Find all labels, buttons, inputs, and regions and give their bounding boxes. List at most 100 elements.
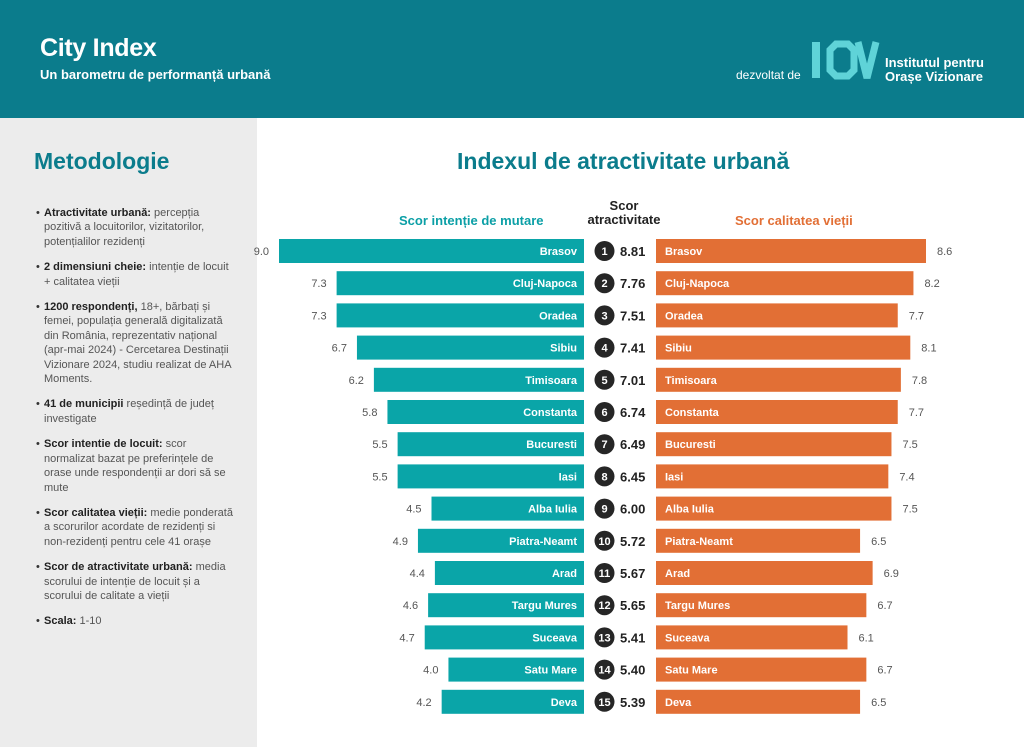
developed-by-label: dezvoltat de	[736, 68, 801, 82]
methodology-item-term: 2 dimensiuni cheie:	[44, 261, 147, 274]
rank-number: 3	[601, 310, 607, 322]
quality-bar	[656, 561, 873, 585]
quality-value-label: 6.5	[871, 697, 886, 709]
quality-value-label: 8.1	[921, 343, 936, 355]
intent-bar-city-label: Constanta	[523, 407, 578, 419]
methodology-item-term: Scor calitatea vieții:	[44, 506, 148, 519]
intent-bar	[434, 561, 584, 585]
intent-bar	[441, 689, 584, 714]
rank-badge	[594, 563, 615, 583]
methodology-item-text: 1-10	[76, 615, 102, 628]
intent-bar	[336, 271, 584, 296]
methodology-item-text: percepția pozitivă a locuitorilor, vizit…	[44, 207, 205, 248]
quality-value-label: 7.4	[899, 471, 914, 483]
intent-bar-city-label: Oradea	[539, 310, 578, 322]
quality-bar	[656, 271, 914, 296]
methodology-item-term: Scor intentie de locuit:	[44, 438, 163, 451]
quality-value-label: 6.1	[859, 632, 874, 644]
rank-badge	[594, 659, 615, 680]
intent-bar-city-label: Piatra-Neamt	[509, 536, 577, 548]
attractiveness-score: 6.49	[620, 437, 645, 452]
quality-value-label: 7.5	[902, 439, 917, 451]
methodology-item: 1200 respondenți, 18+, bărbați și femei,…	[36, 300, 236, 386]
intent-value-label: 6.2	[349, 375, 364, 387]
app-subtitle: Un barometru de performanță urbană	[40, 67, 271, 82]
rank-number: 9	[601, 504, 607, 516]
rank-badge	[594, 273, 615, 294]
rank-number: 11	[599, 568, 611, 580]
intent-value-label: 7.3	[311, 278, 326, 290]
intent-bar	[397, 432, 584, 457]
intent-bar	[387, 400, 584, 424]
methodology-item-text: reședință de județ investigate	[44, 398, 214, 425]
methodology-item: 2 dimensiuni cheie: intenție de locuit +…	[36, 260, 236, 289]
intent-bar	[336, 303, 584, 328]
intent-bar-city-label: Alba Iulia	[528, 504, 578, 516]
intent-value-label: 7.3	[311, 310, 326, 322]
quality-bar-city-label: Oradea	[665, 310, 704, 322]
rank-badge	[594, 466, 615, 487]
quality-bar-city-label: Arad	[665, 568, 690, 580]
intent-value-label: 4.0	[423, 665, 438, 677]
rank-number: 7	[601, 439, 607, 451]
attractiveness-score: 5.41	[620, 630, 645, 645]
rank-number: 1	[601, 246, 607, 258]
right-column-header: Scor calitatea vieții	[735, 213, 853, 228]
attractiveness-score: 5.67	[620, 566, 645, 581]
attractiveness-score: 6.74	[620, 405, 646, 420]
rank-badge	[594, 434, 615, 455]
quality-bar	[656, 400, 898, 424]
quality-value-label: 6.9	[884, 568, 899, 580]
intent-value-label: 4.4	[410, 568, 425, 580]
rank-number: 15	[598, 697, 610, 709]
attractiveness-score: 7.41	[620, 341, 645, 356]
intent-bar	[397, 464, 584, 489]
intent-bar-city-label: Arad	[552, 568, 577, 580]
iov-logo-icon	[812, 40, 880, 80]
intent-bar-city-label: Satu Mare	[524, 665, 577, 677]
quality-bar-city-label: Suceava	[665, 632, 711, 644]
quality-bar-city-label: Constanta	[665, 407, 720, 419]
intent-value-label: 5.5	[372, 439, 387, 451]
quality-bar-city-label: Satu Mare	[665, 665, 718, 677]
attractiveness-score: 6.45	[620, 469, 645, 484]
intent-bar-city-label: Brasov	[540, 246, 578, 258]
intent-bar	[431, 496, 584, 521]
methodology-item-text: intenție de locuit + calitatea vieții	[44, 261, 229, 288]
intent-value-label: 4.9	[393, 536, 408, 548]
methodology-item: Scor calitatea vieții: medie ponderată a…	[36, 506, 236, 549]
methodology-item-text: media scorului de intenție de locuit și …	[44, 561, 226, 602]
chart-title: Indexul de atractivitate urbană	[457, 148, 790, 174]
intent-bar-city-label: Targu Mures	[512, 600, 577, 612]
methodology-item-text: scor normalizat bazat pe preferințele de…	[44, 438, 226, 494]
intent-value-label: 4.5	[406, 504, 421, 516]
intent-bar-city-label: Sibiu	[550, 343, 577, 355]
methodology-item-term: Scor de atractivitate urbană:	[44, 561, 193, 574]
quality-value-label: 8.2	[924, 278, 939, 290]
left-column-header: Scor intenție de mutare	[399, 213, 544, 228]
intent-bar	[417, 528, 584, 553]
rank-number: 5	[601, 375, 607, 387]
rank-number: 6	[601, 407, 607, 419]
methodology-item: Atractivitate urbană: percepția pozitivă…	[36, 206, 236, 249]
intent-bar	[428, 593, 584, 618]
methodology-item-term: 1200 respondenți,	[44, 301, 138, 314]
middle-header-line1: Scor	[609, 198, 639, 213]
methodology-item: Scor intentie de locuit: scor normalizat…	[36, 437, 236, 495]
attractiveness-score: 5.39	[620, 695, 645, 710]
rank-number: 8	[601, 471, 607, 483]
attractiveness-score: 8.81	[620, 244, 645, 259]
middle-column-header: Scor atractivitate	[584, 199, 664, 227]
quality-bar	[656, 625, 848, 650]
attractiveness-score: 6.00	[620, 502, 645, 517]
org-name: Institutul pentru Orașe Vizionare	[885, 56, 984, 84]
rank-badge	[594, 498, 615, 519]
methodology-item-text: medie ponderată a scorurilor acordate de…	[44, 506, 233, 548]
quality-bar-city-label: Bucuresti	[665, 439, 716, 451]
intent-value-label: 4.6	[403, 600, 418, 612]
rank-badge	[594, 369, 615, 390]
intent-value-label: 9.0	[254, 246, 269, 258]
intent-value-label: 5.8	[362, 407, 377, 419]
quality-bar	[656, 239, 926, 263]
